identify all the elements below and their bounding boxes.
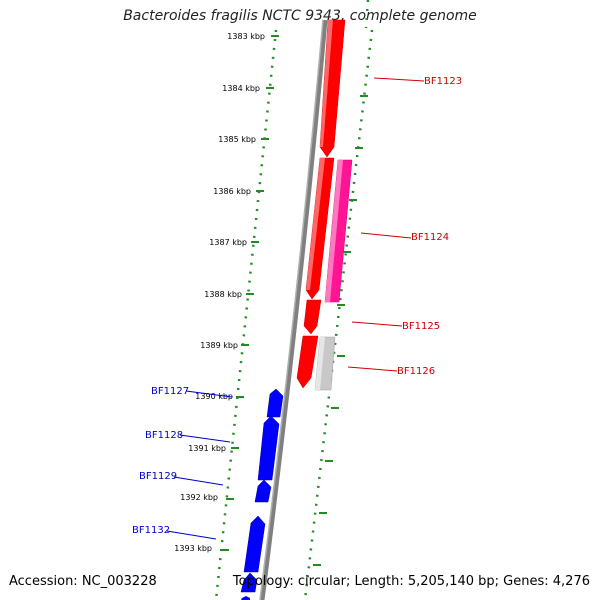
tick-label: 1387 kbp (209, 238, 247, 247)
gene-BF1127[interactable] (266, 388, 284, 418)
genome-backbone (259, 19, 328, 600)
gene-label-BF1127[interactable]: BF1127 (151, 386, 189, 397)
leader-BF1127 (185, 390, 233, 398)
gene-BF1124-a-shade (306, 158, 325, 290)
tick-label: 1386 kbp (213, 187, 251, 196)
gene-BF1124-shade (325, 160, 343, 302)
gene-label-BF1123[interactable]: BF1123 (424, 76, 462, 87)
tick-label: 1389 kbp (200, 341, 238, 350)
gene-blue-extra[interactable] (240, 572, 258, 593)
gene-BF1123-shade (320, 20, 333, 147)
leader-BF1129 (173, 476, 224, 486)
gene-BF1129[interactable] (254, 479, 272, 503)
gene-label-BF1128[interactable]: BF1128 (145, 430, 183, 441)
gene-BF1126-shade (315, 337, 325, 390)
gene-label-BF1124[interactable]: BF1124 (411, 232, 449, 243)
leader-BF1124 (360, 232, 412, 239)
tick-label: 1388 kbp (204, 290, 242, 299)
tick-label: 1385 kbp (218, 135, 256, 144)
leader-BF1123 (373, 77, 425, 82)
gene-label-BF1125[interactable]: BF1125 (402, 321, 440, 332)
gene-label-BF1132[interactable]: BF1132 (132, 525, 170, 536)
map-title: Bacteroides fragilis NCTC 9343, complete… (123, 8, 477, 24)
tick-label: 1384 kbp (222, 84, 260, 93)
tick-marks-right (313, 95, 368, 566)
accession-text: Accession: NC_003228 (9, 574, 157, 589)
gene-BF1125[interactable] (303, 299, 322, 335)
gene-BF1128[interactable] (257, 415, 280, 481)
outer-right-track (303, 29, 374, 600)
tick-label: 1392 kbp (180, 493, 218, 502)
gene-BF1132[interactable] (243, 515, 266, 573)
genome-backbone-highlight (259, 19, 324, 600)
leader-BF1126 (347, 366, 398, 372)
gene-BF1126-red[interactable] (296, 335, 319, 389)
outer-left-track (214, 29, 278, 600)
leader-BF1125 (351, 321, 403, 327)
tick-label: 1383 kbp (227, 32, 265, 41)
tick-label: 1390 kbp (195, 392, 233, 401)
gene-label-BF1126[interactable]: BF1126 (397, 366, 435, 377)
gene-blue-extra-2[interactable] (241, 596, 250, 600)
leader-BF1132 (166, 530, 217, 540)
genome-stats-text: Topology: circular; Length: 5,205,140 bp… (232, 574, 590, 589)
tick-label: 1391 kbp (188, 444, 226, 453)
tick-marks (221, 35, 279, 551)
top-right-track (364, 0, 370, 29)
tick-label: 1393 kbp (174, 544, 212, 553)
gene-label-BF1129[interactable]: BF1129 (139, 471, 177, 482)
leader-BF1128 (179, 434, 231, 443)
